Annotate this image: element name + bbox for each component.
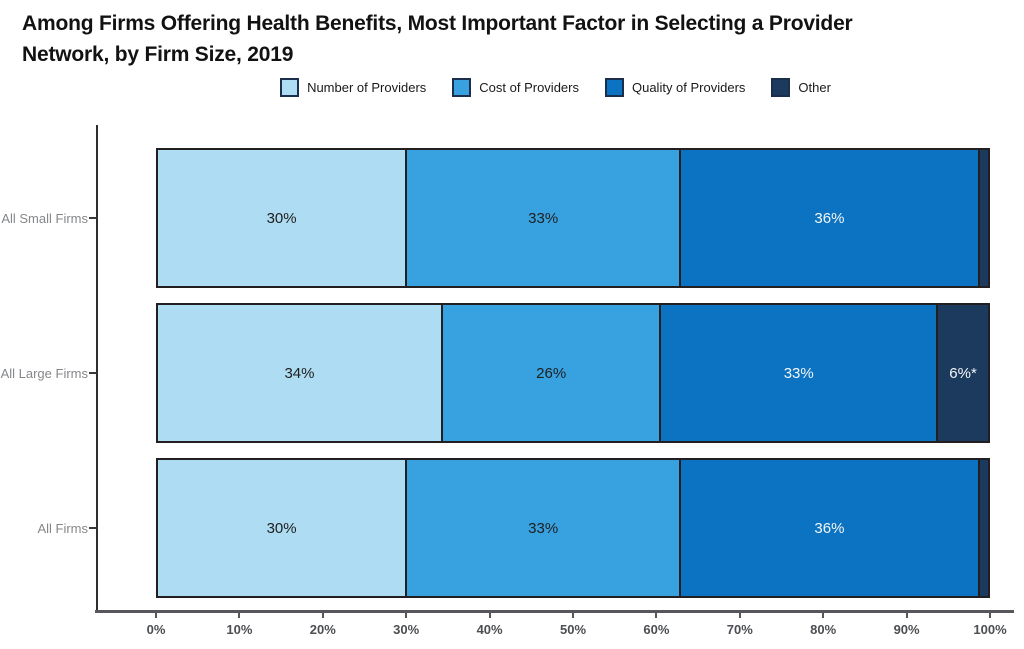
legend-swatch-icon xyxy=(280,77,300,97)
legend-label: Number of Providers xyxy=(307,79,427,95)
bar-segment-label: 26% xyxy=(536,364,567,382)
x-axis-tick-label: 70% xyxy=(726,622,753,637)
y-axis-tick xyxy=(89,217,97,219)
y-axis-label: All Large Firms xyxy=(0,365,88,381)
bar-segment-label: 6%* xyxy=(949,364,977,382)
legend-label: Quality of Providers xyxy=(631,79,746,95)
y-axis-tick xyxy=(89,372,97,374)
bar-segment-other: 6%* xyxy=(936,305,988,441)
bar-row-all-firms: All Firms 30% 33% 36% xyxy=(0,458,1024,598)
bar-segment-label: 33% xyxy=(528,519,559,537)
bar-segment-label: 33% xyxy=(783,364,814,382)
legend-swatch-icon xyxy=(771,77,791,97)
bar-segment-label: 36% xyxy=(814,209,845,227)
x-axis-tick xyxy=(905,613,908,618)
bar-segment-label: 30% xyxy=(266,209,297,227)
x-axis-tick-label: 40% xyxy=(476,622,503,637)
x-axis-tick-label: 50% xyxy=(559,622,587,637)
bar-segment-number-of-providers: 30% xyxy=(158,460,406,596)
bar-row-all-small-firms: All Small Firms 30% 33% 36% xyxy=(0,148,1024,288)
legend-item-other: Other xyxy=(771,77,831,97)
x-axis-tick-label: 80% xyxy=(810,622,837,637)
chart-title-line2: Network, by Firm Size, 2019 xyxy=(22,43,294,66)
x-axis-tick xyxy=(155,613,157,618)
bar-segment-quality-of-providers: 36% xyxy=(679,150,978,286)
x-axis-tick-label: 30% xyxy=(393,622,420,637)
x-axis-tick-label: 100% xyxy=(973,622,1007,637)
legend-swatch-icon xyxy=(604,77,624,97)
bar-segment-other xyxy=(977,460,988,596)
legend-item-quality-of-providers: Quality of Providers xyxy=(604,77,746,97)
bar-segment-number-of-providers: 30% xyxy=(158,150,406,286)
x-axis-tick xyxy=(321,613,324,618)
legend: Number of Providers Cost of Providers Qu… xyxy=(97,74,1014,100)
y-axis-label: All Small Firms xyxy=(1,210,88,226)
y-axis-line xyxy=(96,125,98,612)
stacked-bar: 30% 33% 36% xyxy=(156,458,990,598)
legend-swatch-icon xyxy=(452,77,472,97)
x-axis-tick xyxy=(655,613,658,618)
x-axis-line xyxy=(95,610,1014,613)
x-axis-tick xyxy=(989,613,991,618)
bar-segment-quality-of-providers: 36% xyxy=(679,460,978,596)
legend-label: Cost of Providers xyxy=(479,79,579,95)
legend-item-number-of-providers: Number of Providers xyxy=(280,77,427,97)
bar-segment-cost-of-providers: 26% xyxy=(440,305,660,441)
bar-segment-label: 34% xyxy=(284,364,315,382)
y-axis-label: All Firms xyxy=(37,520,88,536)
legend-label: Other xyxy=(798,79,831,95)
x-axis-tick-label: 20% xyxy=(309,622,336,637)
x-axis-tick xyxy=(488,613,491,618)
x-axis-tick xyxy=(405,613,408,618)
bar-segment-cost-of-providers: 33% xyxy=(405,460,680,596)
x-axis-tick xyxy=(238,613,241,618)
chart-title-line1: Among Firms Offering Health Benefits, Mo… xyxy=(22,12,853,35)
bar-segment-cost-of-providers: 33% xyxy=(405,150,680,286)
y-axis-tick xyxy=(89,527,97,529)
x-axis-tick-label: 0% xyxy=(146,622,166,637)
bar-segment-label: 36% xyxy=(814,519,845,537)
bar-segment-label: 33% xyxy=(528,209,559,227)
legend-item-cost-of-providers: Cost of Providers xyxy=(452,77,579,97)
stacked-bar: 34% 26% 33% 6%* xyxy=(156,303,990,443)
chart-title: Among Firms Offering Health Benefits, Mo… xyxy=(22,8,1002,70)
stacked-bar: 30% 33% 36% xyxy=(156,148,990,288)
x-axis-tick xyxy=(572,613,574,618)
x-axis-tick xyxy=(822,613,825,618)
x-axis-tick xyxy=(738,613,741,618)
x-axis-tick-label: 90% xyxy=(893,622,920,637)
bar-segment-label: 30% xyxy=(266,519,297,537)
bar-segment-other xyxy=(977,150,988,286)
x-axis-tick-label: 60% xyxy=(643,622,670,637)
bar-segment-number-of-providers: 34% xyxy=(158,305,441,441)
bar-row-all-large-firms: All Large Firms 34% 26% 33% 6%* xyxy=(0,303,1024,443)
x-axis-tick-label: 10% xyxy=(226,622,253,637)
bar-segment-quality-of-providers: 33% xyxy=(659,305,937,441)
